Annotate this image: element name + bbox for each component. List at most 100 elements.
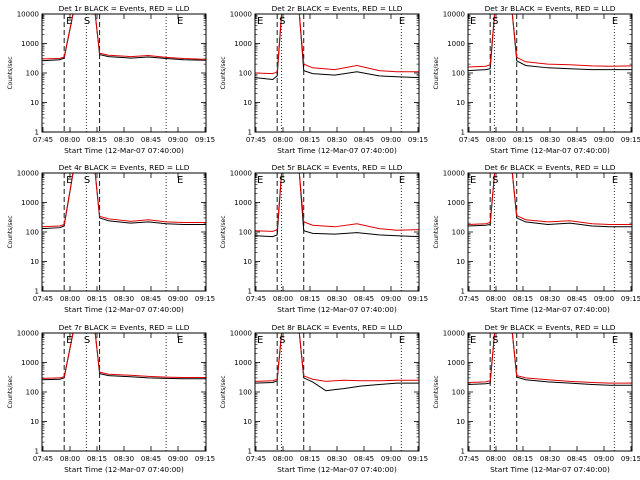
chart-panel: Det 4r BLACK = Events, RED = LLD Counts/s… [7, 163, 215, 314]
y-tick-label: 10000 [443, 170, 465, 178]
x-tick-label: 09:00 [594, 455, 614, 463]
event-marker-label: S [492, 335, 498, 346]
series-events-line [468, 173, 632, 228]
chart-title: Det 1r BLACK = Events, RED = LLD [59, 4, 190, 13]
y-tick-label: 10000 [230, 170, 252, 178]
y-tick-label: 10 [243, 99, 252, 107]
chart-panel: Det 8r BLACK = Events, RED = LLD Counts/s… [220, 323, 428, 474]
series-events-line [255, 14, 419, 81]
x-axis-label: Start Time (12-Mar-07 07:40:00) [64, 305, 184, 314]
x-tick-label: 08:15 [300, 295, 320, 303]
y-tick-label: 100 [26, 70, 39, 78]
y-tick-label: 1 [461, 288, 465, 296]
x-axis-label: Start Time (12-Mar-07 07:40:00) [64, 146, 184, 155]
series-events-line [468, 14, 632, 72]
plot-frame [41, 172, 207, 292]
x-tick-label: 08:30 [114, 136, 134, 144]
x-axis-label: Start Time (12-Mar-07 07:40:00) [490, 465, 610, 474]
x-tick-label: 09:00 [381, 295, 401, 303]
y-tick-label: 1 [248, 288, 252, 296]
y-tick-label: 1000 [234, 40, 252, 48]
x-tick-label: 09:00 [594, 136, 614, 144]
x-tick-label: 07:45 [459, 295, 479, 303]
y-axis-label: Counts/sec [220, 215, 227, 248]
x-tick-label: 08:30 [540, 455, 560, 463]
x-tick-label: 08:15 [513, 455, 533, 463]
x-axis-label: Start Time (12-Mar-07 07:40:00) [64, 465, 184, 474]
x-tick-label: 09:15 [408, 455, 428, 463]
plot-frame [254, 332, 420, 452]
plot-frame [467, 332, 633, 452]
y-tick-label: 100 [239, 229, 252, 237]
y-tick-label: 1000 [21, 359, 39, 367]
series-lld-line [255, 333, 419, 382]
x-tick-label: 08:15 [87, 295, 107, 303]
x-tick-label: 07:45 [246, 455, 266, 463]
x-tick-label: 08:15 [87, 455, 107, 463]
y-tick-label: 1 [35, 288, 39, 296]
chart-panel: Det 7r BLACK = Events, RED = LLD Counts/s… [7, 323, 215, 474]
chart-title: Det 2r BLACK = Events, RED = LLD [272, 4, 403, 13]
y-tick-label: 1000 [447, 40, 465, 48]
event-marker-label: E [399, 16, 405, 27]
event-marker-label: E [470, 175, 476, 186]
y-axis-label: Counts/sec [7, 375, 14, 408]
series-events-line [42, 14, 206, 62]
x-tick-label: 07:45 [33, 455, 53, 463]
chart-title: Det 3r BLACK = Events, RED = LLD [485, 4, 616, 13]
event-marker-label: S [492, 175, 498, 186]
series-lld-line [255, 14, 419, 75]
event-marker-label: E [612, 175, 618, 186]
x-tick-label: 08:30 [327, 136, 347, 144]
chart-title: Det 5r BLACK = Events, RED = LLD [272, 163, 403, 172]
y-tick-label: 1 [35, 448, 39, 456]
event-marker-label: E [257, 175, 263, 186]
event-marker-label: S [492, 16, 498, 27]
x-tick-label: 08:45 [567, 136, 587, 144]
series-lld-line [468, 173, 632, 225]
x-tick-label: 08:30 [327, 295, 347, 303]
y-tick-label: 100 [452, 70, 465, 78]
y-tick-label: 1000 [21, 40, 39, 48]
chart-panel: Det 5r BLACK = Events, RED = LLD Counts/s… [220, 163, 428, 314]
x-tick-label: 08:00 [486, 455, 506, 463]
series-lld-line [468, 333, 632, 384]
plot-frame [254, 13, 420, 133]
event-marker-label: E [399, 335, 405, 346]
x-tick-label: 08:30 [114, 295, 134, 303]
event-marker-label: E [612, 16, 618, 27]
x-tick-label: 08:45 [141, 136, 161, 144]
y-tick-label: 10000 [17, 330, 39, 338]
x-tick-label: 08:30 [327, 455, 347, 463]
plot-frame [41, 13, 207, 133]
x-tick-label: 08:00 [273, 455, 293, 463]
event-marker-label: E [66, 16, 72, 27]
series-events-line [255, 173, 419, 238]
y-axis-label: Counts/sec [433, 56, 440, 89]
x-tick-label: 08:30 [114, 455, 134, 463]
y-tick-label: 10000 [17, 11, 39, 19]
chart-title: Det 6r BLACK = Events, RED = LLD [485, 163, 616, 172]
y-tick-label: 100 [239, 389, 252, 397]
chart-title: Det 7r BLACK = Events, RED = LLD [59, 323, 190, 332]
y-tick-label: 100 [452, 389, 465, 397]
x-tick-label: 09:00 [168, 136, 188, 144]
x-tick-label: 07:45 [246, 136, 266, 144]
plot-frame [41, 332, 207, 452]
x-tick-label: 07:45 [459, 455, 479, 463]
x-tick-label: 09:00 [594, 295, 614, 303]
y-axis-label: Counts/sec [7, 215, 14, 248]
x-tick-label: 09:00 [168, 455, 188, 463]
event-marker-label: E [470, 335, 476, 346]
y-tick-label: 1 [248, 448, 252, 456]
chart-panel: Det 6r BLACK = Events, RED = LLD Counts/s… [433, 163, 640, 314]
y-tick-label: 10 [456, 258, 465, 266]
plot-frame [467, 13, 633, 133]
y-tick-label: 100 [26, 389, 39, 397]
x-tick-label: 09:00 [381, 455, 401, 463]
series-events-line [42, 173, 206, 230]
series-lld-line [42, 14, 206, 60]
x-tick-label: 08:45 [354, 295, 374, 303]
chart-panel: Det 3r BLACK = Events, RED = LLD Counts/s… [433, 4, 640, 155]
